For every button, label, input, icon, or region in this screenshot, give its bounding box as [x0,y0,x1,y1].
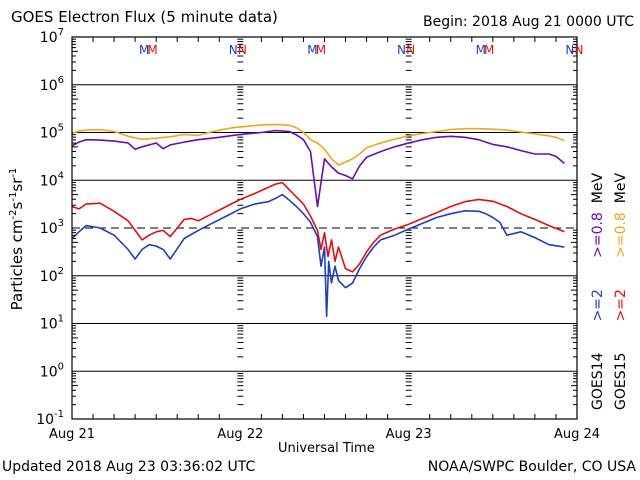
event-marker: N [565,43,574,57]
updated-timestamp: Updated 2018 Aug 23 03:36:02 UTC [2,459,256,475]
y-tick-exp: 4 [58,170,64,181]
y-tick-label: 103 [40,218,64,237]
event-marker: N [229,43,238,57]
y-tick-base: 10 [40,78,58,94]
y-tick-label: 10-1 [36,409,64,428]
x-tick-label: Aug 21 [49,427,95,442]
event-marker: M [139,43,149,57]
y-tick-base: 10 [36,412,54,428]
y-tick-base: 10 [40,221,58,237]
y-tick-base: 10 [40,269,58,285]
x-axis-label: Universal Time [278,441,375,456]
y-tick-base: 10 [40,126,58,142]
y-tick-base: 10 [40,317,58,333]
y-tick-label: 105 [40,123,64,142]
series-line-3 [71,193,565,318]
event-marker: M [484,43,494,57]
x-tick-label: Aug 23 [386,427,432,442]
event-marker: M [307,43,317,57]
event-marker: N [575,43,584,57]
y-tick-exp: 3 [58,218,64,229]
x-tick-label: Aug 24 [554,427,600,442]
event-marker: M [147,43,157,57]
y-tick-label: 100 [40,361,64,380]
credit: NOAA/SWPC Boulder, CO USA [427,459,636,475]
y-tick-label: 101 [40,314,64,333]
event-marker: M [316,43,326,57]
y-tick-base: 10 [40,30,58,46]
y-tick-base: 10 [40,364,58,380]
begin-time: Begin: 2018 Aug 21 0000 UTC [423,14,634,30]
chart-title: GOES Electron Flux (5 minute data) [11,8,278,26]
y-tick-exp: 7 [58,27,64,38]
series-line-2 [71,181,565,273]
x-tick-label: Aug 22 [217,427,263,442]
event-marker: M [476,43,486,57]
y-tick-label: 107 [40,27,64,46]
y-tick-exp: 2 [58,266,64,277]
y-tick-base: 10 [40,173,58,189]
y-tick-label: 106 [40,75,64,94]
y-tick-exp: 0 [58,361,64,372]
series-line-1 [71,129,565,208]
y-tick-exp: 1 [58,314,64,325]
series-line-0 [71,123,565,166]
y-tick-exp: 5 [58,123,64,134]
event-marker: N [238,43,247,57]
y-tick-label: 104 [40,170,64,189]
event-marker: N [397,43,406,57]
y-tick-exp: 6 [58,75,64,86]
y-tick-exp: -1 [54,409,64,420]
y-tick-label: 102 [40,266,64,285]
event-marker: N [406,43,415,57]
